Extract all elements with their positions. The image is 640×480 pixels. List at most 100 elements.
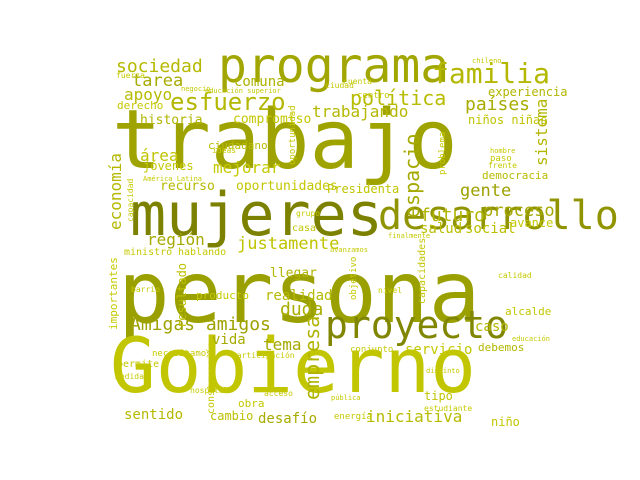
word: finalmente — [388, 232, 431, 240]
word: sociedad — [116, 56, 203, 77]
word: educación — [512, 335, 550, 343]
word: nivel — [378, 286, 403, 295]
word: empresa — [300, 315, 324, 400]
word: mejorar — [213, 158, 281, 177]
word: Gobierno — [110, 321, 477, 410]
word: vida — [212, 332, 246, 348]
word: estudiante — [424, 404, 473, 413]
word: objetivo — [349, 256, 359, 300]
word: Presidenta — [327, 182, 400, 196]
word: experiencia — [488, 85, 568, 99]
word: trabajo — [112, 93, 458, 188]
word: derecho — [117, 99, 164, 112]
word: llegar — [270, 266, 317, 281]
word: programa — [218, 38, 450, 94]
word: iniciativa — [366, 407, 463, 426]
word: participación — [232, 351, 295, 360]
word: América Latina — [143, 175, 203, 183]
word: energía — [334, 412, 372, 422]
word: paso — [490, 154, 512, 164]
word: calidad — [498, 271, 532, 280]
word: alcalde — [505, 305, 552, 318]
word: negocio — [181, 85, 211, 93]
word: hablando — [178, 247, 227, 258]
word: desarrollo — [378, 193, 619, 239]
word: tarea — [132, 71, 184, 91]
word: pública — [331, 394, 361, 402]
word: ministro — [124, 247, 173, 258]
word: grupo — [296, 209, 321, 218]
word: democracia — [482, 169, 549, 182]
word: trabajando — [312, 102, 409, 121]
word: avanzamos — [330, 246, 368, 254]
word: casa — [292, 223, 317, 234]
word: espacio — [400, 133, 424, 218]
word: futuro — [420, 205, 486, 226]
word: gente — [460, 181, 512, 201]
word: oportunidades — [236, 179, 338, 194]
word: caso — [475, 319, 509, 335]
word: cambio — [210, 409, 254, 423]
word: necesitamos — [152, 349, 212, 359]
word: servicio — [405, 342, 473, 358]
word: economía — [106, 152, 125, 230]
word: avance — [510, 216, 554, 230]
word: chileno — [472, 57, 502, 65]
word: distinto — [426, 367, 460, 375]
word: historia — [140, 113, 203, 128]
word: acceso — [264, 389, 293, 398]
word: hombre — [490, 147, 516, 155]
word: desafío — [258, 411, 318, 427]
word: región — [147, 230, 205, 249]
word: obra — [238, 397, 265, 410]
word: compromiso — [233, 112, 312, 127]
word: conjunto — [350, 345, 394, 355]
word: fuerza — [116, 71, 145, 80]
word: educación superior — [205, 87, 281, 95]
word: niño — [491, 415, 520, 429]
word: barrio — [131, 285, 160, 294]
word: resultado — [175, 262, 189, 328]
word: sistema — [532, 98, 551, 166]
word: permite — [117, 359, 160, 370]
word: capacidades — [417, 237, 428, 304]
word: realidad — [265, 288, 333, 304]
word: tema — [263, 335, 302, 354]
word: producto — [196, 289, 249, 302]
word: ciudad — [325, 81, 354, 90]
word: centro — [357, 91, 390, 101]
word: proceso — [483, 201, 555, 221]
word: apoyo — [124, 85, 173, 104]
word: salud — [420, 221, 463, 237]
word: tipo — [424, 389, 453, 403]
word: capacidad — [126, 178, 135, 222]
word: frente — [488, 161, 517, 170]
word: justamente — [237, 234, 340, 254]
word: cuenta — [343, 77, 372, 86]
word: esfuerzo — [170, 88, 286, 116]
word: social — [465, 221, 516, 237]
word: problema — [438, 131, 448, 175]
word: importantes — [107, 257, 120, 330]
word: jóvenes — [143, 159, 194, 173]
word: Amigas amigos — [130, 314, 271, 335]
word: comuna — [234, 74, 285, 90]
word: sentido — [124, 407, 184, 423]
word: duda — [280, 299, 324, 320]
word: hospital — [190, 386, 229, 395]
word: medida — [115, 372, 144, 381]
word: ciudadano — [208, 139, 268, 152]
word: proyecto — [325, 303, 509, 347]
word: países — [465, 94, 531, 115]
word: familia — [432, 57, 551, 90]
word: recurso — [160, 179, 215, 194]
word: niños niñas — [468, 113, 548, 127]
word: persona — [118, 243, 481, 343]
word: política — [350, 86, 447, 110]
word: mujeres — [130, 180, 383, 250]
word: debemos — [478, 341, 525, 354]
word: oportunidad — [288, 105, 298, 165]
word: ideas — [212, 146, 237, 155]
word: área — [140, 146, 179, 165]
